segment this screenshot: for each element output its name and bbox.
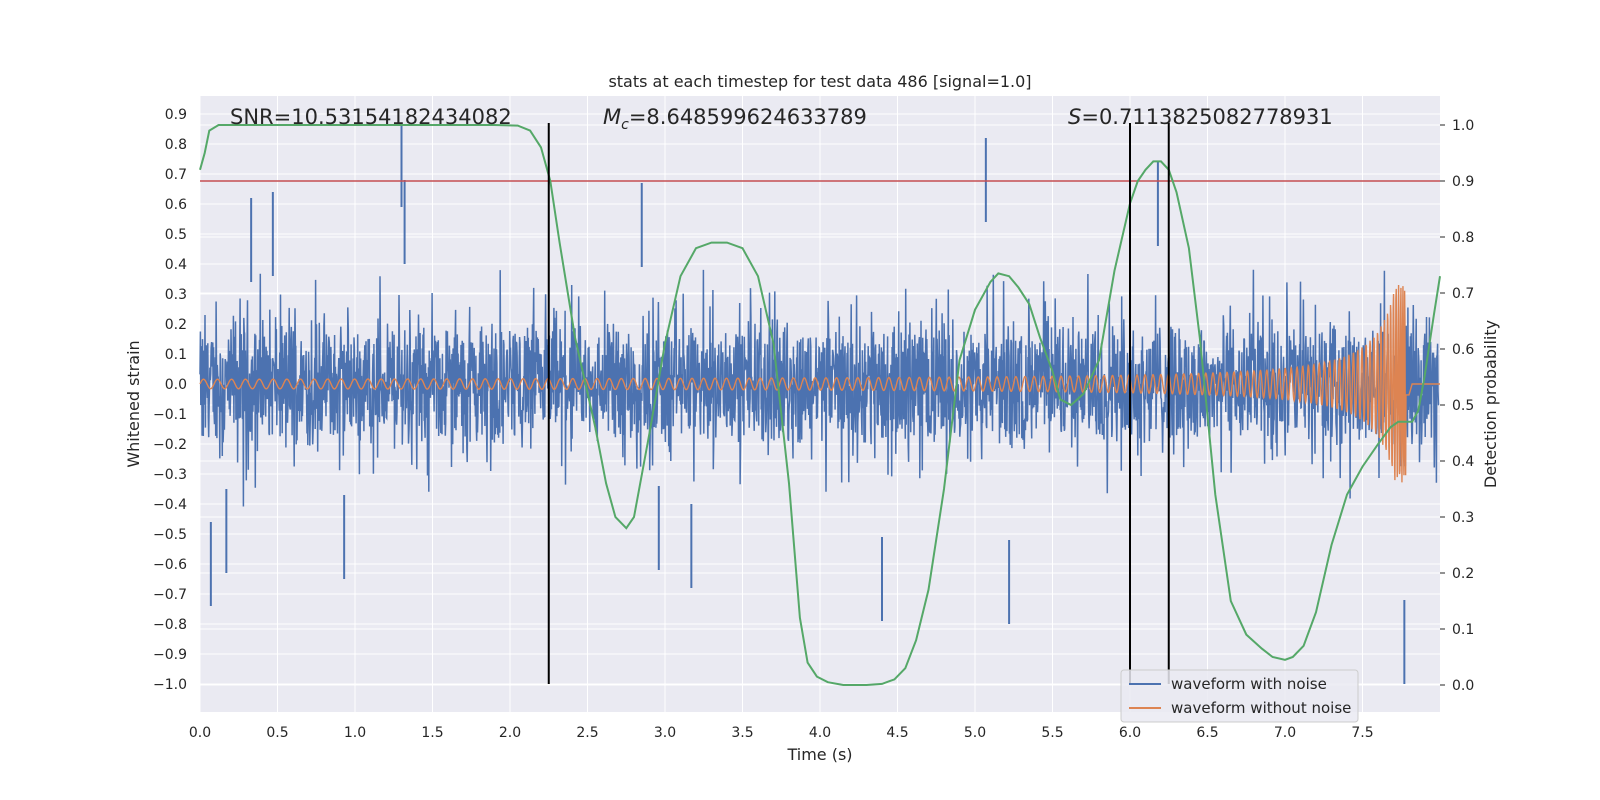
x-tick-label: 1.5 — [421, 725, 443, 741]
x-tick-label: 5.5 — [1041, 725, 1063, 741]
series-waveform-without-noise — [199, 284, 1440, 483]
x-tick-label: 7.5 — [1351, 725, 1373, 741]
chirp-mass-annotation: Mc=8.648599624633789 — [603, 105, 867, 133]
x-tick-label: 3.0 — [654, 725, 676, 741]
x-tick-label: 0.0 — [189, 725, 211, 741]
y2-tick-label: 0.2 — [1452, 566, 1474, 582]
series-waveform-with-noise — [199, 123, 1440, 684]
y-tick-label: 0.1 — [165, 347, 187, 363]
y-tick-label: 0.5 — [165, 227, 187, 243]
y2-tick-label: 1.0 — [1452, 118, 1474, 134]
y-tick-label: −0.8 — [153, 617, 187, 633]
y-tick-label: −0.6 — [153, 557, 187, 573]
x-axis-ticks: 0.0 0.5 1.0 1.5 2.0 2.5 3.0 3.5 4.0 4.5 5.0 5.5 6.0 6… — [189, 725, 1374, 741]
detection-probability-line — [199, 124, 1441, 686]
y2-tick-label: 0.1 — [1452, 622, 1474, 638]
y2-tick-label: 0.4 — [1452, 454, 1474, 470]
y-tick-label: −0.2 — [153, 437, 187, 453]
s-value: =0.7113825082778931 — [1081, 105, 1332, 129]
chirp-mass-symbol: M — [603, 105, 621, 129]
y2-tick-label: 0.3 — [1452, 510, 1474, 526]
y-tick-label: 0.2 — [165, 317, 187, 333]
x-tick-label: 3.5 — [731, 725, 753, 741]
y-tick-label: −0.1 — [153, 407, 187, 423]
waveform-with-noise-line — [199, 269, 1440, 507]
y-tick-label: 0.0 — [165, 377, 187, 393]
y2-tick-label: 0.6 — [1452, 342, 1474, 358]
y-tick-label: 0.9 — [165, 107, 187, 123]
legend-label-waveform-without-noise: waveform without noise — [1171, 699, 1351, 717]
waveform-without-noise-line — [199, 284, 1440, 483]
x-tick-label: 2.5 — [576, 725, 598, 741]
x-tick-label: 2.0 — [499, 725, 521, 741]
y2-axis-title: Detection probability — [1481, 320, 1500, 488]
y2-tick-label: 0.0 — [1452, 678, 1474, 694]
x-tick-label: 6.5 — [1196, 725, 1218, 741]
x-tick-label: 1.0 — [344, 725, 366, 741]
y-tick-label: −1.0 — [153, 677, 187, 693]
x-tick-label: 0.5 — [266, 725, 288, 741]
y-tick-label: 0.4 — [165, 257, 187, 273]
y-tick-label: −0.9 — [153, 647, 187, 663]
y2-tick-label: 0.9 — [1452, 174, 1474, 190]
legend-box — [1120, 669, 1359, 723]
y-tick-label: −0.4 — [153, 497, 187, 513]
snr-annotation: SNR=10.53154182434082 — [230, 105, 512, 129]
y-tick-label: 0.7 — [165, 167, 187, 183]
y-tick-label: 0.6 — [165, 197, 187, 213]
marker-lines — [547, 123, 1170, 684]
y-tick-label: 0.8 — [165, 137, 187, 153]
chart-title: stats at each timestep for test data 486… — [608, 72, 1031, 91]
x-tick-label: 5.0 — [964, 725, 986, 741]
y2-tick-label: 0.8 — [1452, 230, 1474, 246]
y-tick-label: −0.5 — [153, 527, 187, 543]
chirp-mass-value: =8.648599624633789 — [629, 105, 867, 129]
chirp-mass-subscript: c — [621, 117, 629, 133]
y-tick-label: −0.3 — [153, 467, 187, 483]
s-annotation: S=0.7113825082778931 — [1068, 105, 1333, 129]
series-detection-probability — [199, 124, 1441, 686]
x-tick-label: 7.0 — [1274, 725, 1296, 741]
x-tick-label: 6.0 — [1119, 725, 1141, 741]
x-axis-title: Time (s) — [786, 745, 852, 764]
y-tick-label: 0.3 — [165, 287, 187, 303]
y-axis-ticks: 0.9 0.8 0.7 0.6 0.5 0.4 0.3 0.2 0.1 0.0 −0.1 −0.2 −0… — [153, 107, 187, 693]
legend-label-waveform-with-noise: waveform with noise — [1171, 675, 1327, 693]
legend: waveform with noise waveform without noi… — [1120, 669, 1359, 723]
y2-tick-label: 0.7 — [1452, 286, 1474, 302]
y2-tick-label: 0.5 — [1452, 398, 1474, 414]
y-axis-title: Whitened strain — [124, 340, 143, 467]
s-symbol: S — [1068, 105, 1081, 129]
y-tick-label: −0.7 — [153, 587, 187, 603]
x-tick-label: 4.0 — [809, 725, 831, 741]
x-tick-label: 4.5 — [886, 725, 908, 741]
y2-axis-ticks: 1.0 0.9 0.8 0.7 0.6 0.5 0.4 0.3 0.2 0.1 0.0 — [1440, 118, 1474, 694]
